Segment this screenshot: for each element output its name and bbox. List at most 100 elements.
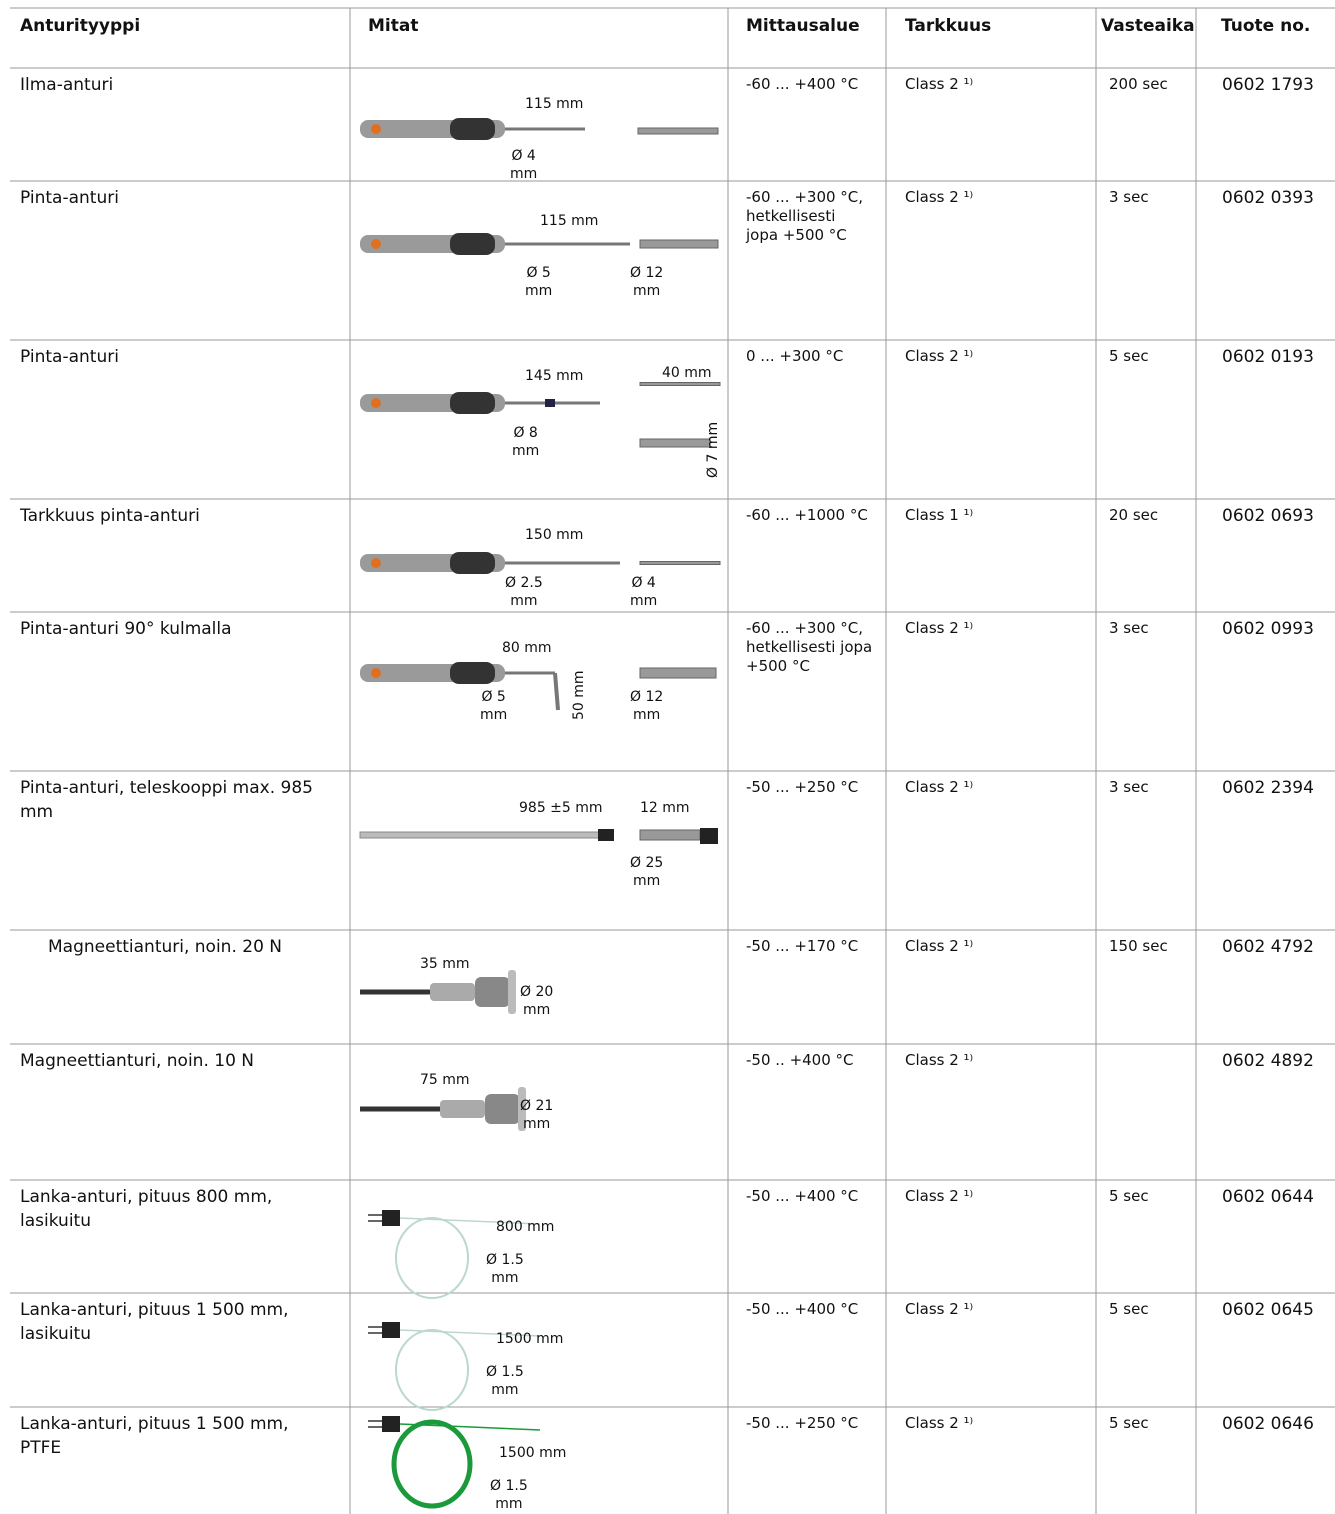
measuring-range: -50 ... +250 °C [746,1414,858,1433]
product-number: 0602 0193 [1222,345,1314,369]
probe-rod [360,832,610,838]
product-number: 0602 0693 [1222,504,1314,528]
accuracy: Class 2 ¹⁾ [905,937,973,956]
dimension-label: Ø 1.5 mm [486,1363,524,1399]
table-lines [0,0,1335,1514]
sensor-type: Pinta-anturi, teleskooppi max. 985 mm [20,776,313,824]
accuracy: Class 2 ¹⁾ [905,347,973,366]
probe-rod [555,673,558,710]
sensor-type: Lanka-anturi, pituus 1 500 mm, PTFE [20,1412,289,1460]
probe-grip [450,662,495,684]
response-time: 5 sec [1109,1187,1149,1206]
response-time: 200 sec [1109,75,1168,94]
measuring-range: -50 ... +400 °C [746,1187,858,1206]
dimension-label: Ø 25 mm [630,854,663,890]
probe-tip [700,828,718,844]
probe-logo [371,558,381,568]
response-time: 5 sec [1109,1414,1149,1433]
response-time: 3 sec [1109,188,1149,207]
product-number: 0602 0645 [1222,1298,1314,1322]
header-cell: Vasteaika [1101,16,1195,36]
dimension-label: 145 mm [525,367,583,385]
dimension-label: Ø 12 mm [630,264,663,300]
probe-tip [640,240,718,248]
product-number: 0602 4892 [1222,1049,1314,1073]
product-number: 0602 2394 [1222,776,1314,800]
dimension-label: Ø 21 mm [520,1097,553,1133]
measuring-range: -50 ... +170 °C [746,937,858,956]
dimension-label: 115 mm [525,95,583,113]
measuring-range: -60 ... +300 °C, hetkellisesti jopa +500… [746,188,863,245]
product-number: 0602 4792 [1222,935,1314,959]
accuracy: Class 2 ¹⁾ [905,778,973,797]
measuring-range: -50 .. +400 °C [746,1051,854,1070]
sensor-type: Magneettianturi, noin. 20 N [48,935,282,959]
probe-tip [545,399,555,407]
probe-collar [440,1100,485,1118]
measuring-range: -60 ... +300 °C, hetkellisesti jopa +500… [746,619,872,676]
response-time: 3 sec [1109,778,1149,797]
sensor-type: Ilma-anturi [20,73,113,97]
accuracy: Class 2 ¹⁾ [905,619,973,638]
dimension-label: Ø 4 mm [630,574,657,610]
accuracy: Class 2 ¹⁾ [905,1051,973,1070]
sensor-type: Pinta-anturi [20,345,119,369]
dimension-label: 985 ±5 mm [519,799,603,817]
probe-magnet [508,970,516,1014]
sensor-type: Lanka-anturi, pituus 1 500 mm, lasikuitu [20,1298,289,1346]
response-time: 3 sec [1109,619,1149,638]
dimension-label: Ø 2.5 mm [505,574,543,610]
response-time: 5 sec [1109,347,1149,366]
wire-connector [382,1210,400,1226]
probe-grip [450,392,495,414]
probe-logo [371,124,381,134]
measuring-range: -60 ... +400 °C [746,75,858,94]
page: {"table": { "header": ["Anturityyppi", "… [0,0,1335,1514]
accuracy: Class 2 ¹⁾ [905,1414,973,1433]
accuracy: Class 2 ¹⁾ [905,1187,973,1206]
dimension-label: 75 mm [420,1071,470,1089]
dimension-label: Ø 12 mm [630,688,663,724]
accuracy: Class 2 ¹⁾ [905,188,973,207]
response-time: 150 sec [1109,937,1168,956]
product-number: 0602 1793 [1222,73,1314,97]
probe-grip [450,118,495,140]
probe-tip [640,668,716,678]
dimension-label: 800 mm [496,1218,554,1236]
accuracy: Class 1 ¹⁾ [905,506,973,525]
wire-end [400,1424,540,1430]
dimension-label: 50 mm [570,670,588,720]
dimension-label: Ø 7 mm [704,422,722,478]
response-time: 5 sec [1109,1300,1149,1319]
probe-magnet [485,1094,520,1124]
sensor-type: Tarkkuus pinta-anturi [20,504,200,528]
probe-tip [638,128,718,134]
accuracy: Class 2 ¹⁾ [905,75,973,94]
measuring-range: 0 ... +300 °C [746,347,843,366]
dimension-label: 115 mm [540,212,598,230]
product-number: 0602 0646 [1222,1412,1314,1436]
measuring-range: -50 ... +400 °C [746,1300,858,1319]
product-number: 0602 0644 [1222,1185,1314,1209]
accuracy: Class 2 ¹⁾ [905,1300,973,1319]
sensor-type: Pinta-anturi [20,186,119,210]
probe-logo [371,239,381,249]
probe-tip [598,829,614,841]
dimension-label: Ø 1.5 mm [490,1477,528,1513]
probe-grip [450,233,495,255]
dimension-label: Ø 4 mm [510,147,537,183]
probe-tip [640,439,710,447]
response-time: 20 sec [1109,506,1158,525]
dimension-label: 1500 mm [499,1444,566,1462]
wire-loop [396,1330,468,1410]
probe-grip [450,552,495,574]
header-cell: Mittausalue [746,16,860,36]
header-cell: Tuote no. [1221,16,1310,36]
measuring-range: -60 ... +1000 °C [746,506,868,525]
dimension-label: Ø 20 mm [520,983,553,1019]
sensor-type: Magneettianturi, noin. 10 N [20,1049,254,1073]
dimension-label: 40 mm [662,364,712,382]
probe-tip [640,383,720,386]
dimension-label: Ø 1.5 mm [486,1251,524,1287]
dimension-label: 1500 mm [496,1330,563,1348]
